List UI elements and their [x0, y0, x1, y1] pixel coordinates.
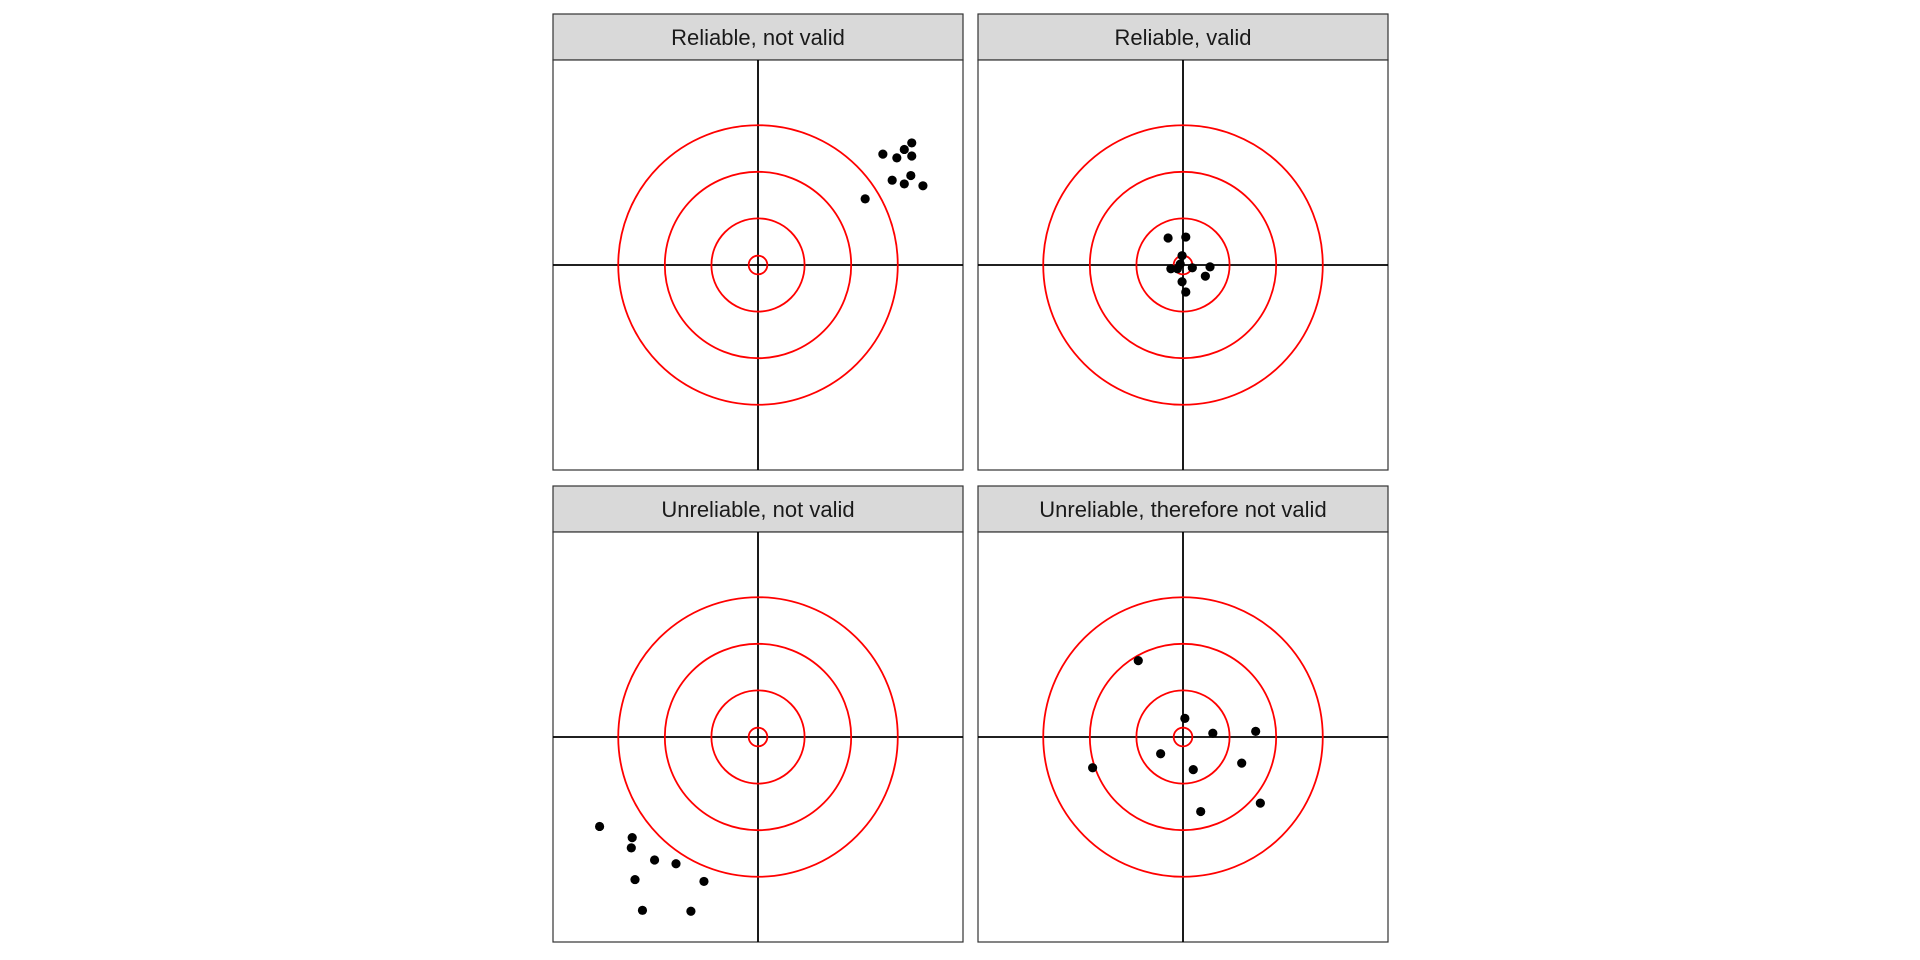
- data-point: [860, 194, 870, 204]
- data-point: [892, 153, 902, 163]
- target-ring-3: [1088, 170, 1278, 360]
- data-point: [907, 151, 917, 161]
- data-point: [1200, 271, 1210, 281]
- data-point: [1188, 765, 1198, 775]
- panel-content: [553, 532, 963, 942]
- facet-panel-4: Unreliable, therefore not valid: [977, 485, 1389, 943]
- target-ring-3: [663, 642, 853, 832]
- target-ring-2: [710, 689, 806, 785]
- facet-panel-1: Reliable, not valid: [552, 13, 964, 471]
- data-point: [1205, 262, 1215, 272]
- panel-content: [978, 532, 1388, 942]
- data-point: [899, 179, 909, 189]
- data-point: [1208, 728, 1218, 738]
- data-point: [1196, 806, 1206, 817]
- panel-content: [553, 60, 963, 470]
- data-point: [630, 874, 640, 885]
- facet-strip: [977, 13, 1389, 61]
- facet-title: Reliable, not valid: [671, 25, 845, 50]
- facet-title: Reliable, valid: [1115, 25, 1252, 50]
- facet-strip: [552, 13, 964, 61]
- target-ring-2: [710, 217, 806, 313]
- data-point: [594, 821, 605, 832]
- target-ring-1: [1172, 726, 1194, 748]
- panel-content: [978, 60, 1388, 470]
- data-point: [906, 170, 916, 181]
- data-point: [627, 833, 637, 843]
- data-point: [1187, 263, 1197, 273]
- target-ring-4: [617, 124, 899, 406]
- data-point: [1172, 264, 1183, 274]
- target-ring-2: [1135, 217, 1231, 313]
- data-point: [918, 181, 928, 191]
- target-ring-1: [747, 254, 769, 276]
- data-point: [1181, 287, 1191, 297]
- data-point: [1255, 798, 1265, 808]
- target-ring-1: [747, 726, 769, 748]
- data-point: [1156, 749, 1166, 759]
- data-point: [649, 855, 660, 865]
- target-ring-2: [1135, 689, 1231, 785]
- target-ring-3: [663, 170, 853, 360]
- target-ring-4: [617, 596, 899, 878]
- data-point: [1163, 233, 1173, 243]
- data-point: [1237, 758, 1247, 768]
- data-point: [878, 149, 888, 159]
- data-point: [1133, 655, 1143, 666]
- data-point: [1166, 264, 1176, 274]
- data-point: [887, 175, 897, 185]
- data-point: [637, 905, 648, 915]
- facet-strip: [552, 485, 964, 533]
- data-point: [1177, 277, 1187, 287]
- data-point: [1177, 251, 1187, 261]
- data-point: [1180, 713, 1190, 723]
- data-point: [1088, 763, 1098, 773]
- facet-panel-2: Reliable, valid: [977, 13, 1389, 471]
- data-point: [907, 138, 917, 148]
- facet-title: Unreliable, therefore not valid: [1039, 497, 1326, 522]
- target-ring-3: [1088, 642, 1278, 832]
- target-ring-4: [1042, 124, 1324, 406]
- target-ring-4: [1042, 596, 1324, 878]
- data-point: [671, 859, 681, 869]
- data-point: [626, 843, 636, 853]
- facet-panel-3: Unreliable, not valid: [552, 485, 964, 943]
- data-point: [899, 144, 909, 155]
- data-point: [1251, 726, 1261, 737]
- facet-title: Unreliable, not valid: [661, 497, 854, 522]
- data-point: [686, 906, 696, 916]
- data-point: [1181, 232, 1191, 242]
- facet-strip: [977, 485, 1389, 533]
- data-point: [699, 876, 709, 887]
